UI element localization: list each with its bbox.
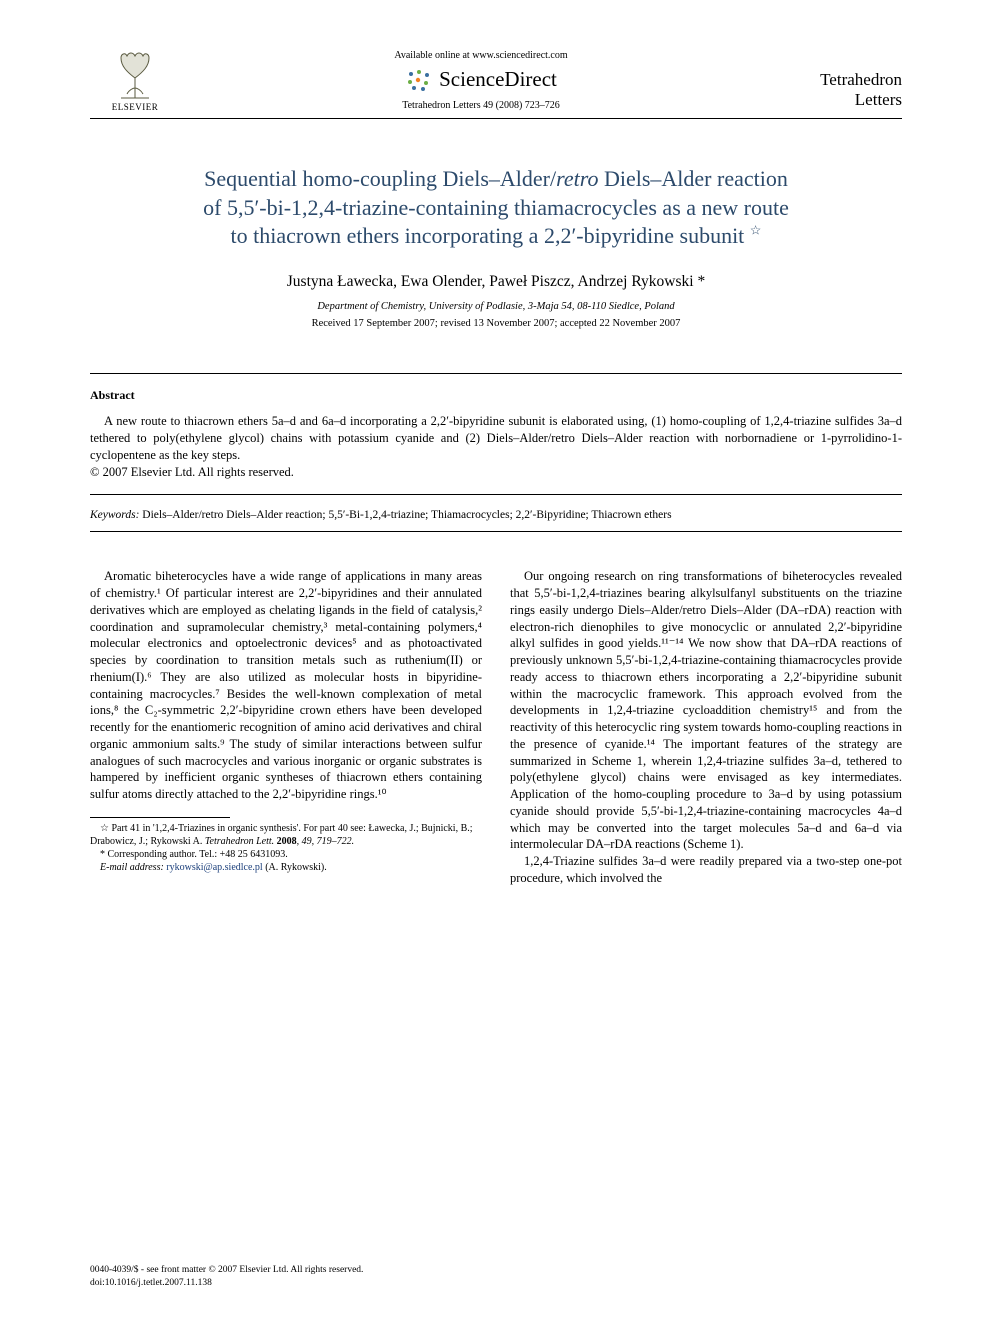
journal-reference: Tetrahedron Letters 49 (2008) 723–726 (180, 100, 782, 111)
footnote-rule (90, 817, 230, 818)
email-after: (A. Rykowski). (263, 862, 327, 873)
abstract-section: Abstract A new route to thiacrown ethers… (90, 373, 902, 495)
footnote-email: E-mail address: rykowski@ap.siedlce.pl (… (90, 861, 482, 874)
journal-title-line2: Letters (782, 90, 902, 110)
footnote-star-rest: , 49, 719–722. (297, 836, 355, 847)
body-columns: Aromatic biheterocycles have a wide rang… (90, 568, 902, 886)
title-line3: to thiacrown ethers incorporating a 2,2′… (231, 223, 745, 248)
publisher-logo-block: ELSEVIER (90, 44, 180, 112)
title-line1-a: Sequential homo-coupling Diels–Alder/ (204, 166, 556, 191)
footnote-corresponding: * Corresponding author. Tel.: +48 25 643… (90, 848, 482, 861)
page-footer: 0040-4039/$ - see front matter © 2007 El… (90, 1264, 902, 1289)
keywords-label: Keywords: (90, 509, 139, 521)
sciencedirect-dots-icon (405, 68, 433, 92)
sciencedirect-text: ScienceDirect (439, 67, 557, 92)
footnotes: ☆ Part 41 in '1,2,4-Triazines in organic… (90, 822, 482, 874)
sciencedirect-logo: ScienceDirect (405, 67, 557, 92)
authors-line: Justyna Ławecka, Ewa Olender, Paweł Pisz… (90, 273, 902, 291)
header-center: Available online at www.sciencedirect.co… (180, 44, 782, 111)
footnote-star-journal: Tetrahedron Lett. (205, 836, 274, 847)
body-col2-p2: 1,2,4-Triazine sulfides 3a–d were readil… (510, 853, 902, 887)
journal-title-line1: Tetrahedron (782, 70, 902, 90)
footnote-star: ☆ Part 41 in '1,2,4-Triazines in organic… (90, 822, 482, 848)
title-line1-b: Diels–Alder reaction (598, 166, 787, 191)
keywords-text: Diels–Alder/retro Diels–Alder reaction; … (139, 509, 671, 521)
footer-line1: 0040-4039/$ - see front matter © 2007 El… (90, 1264, 902, 1276)
abstract-text: A new route to thiacrown ethers 5a–d and… (90, 414, 902, 462)
journal-header: ELSEVIER Available online at www.science… (90, 44, 902, 119)
title-line1-ital: retro (556, 166, 598, 191)
email-label: E-mail address: (100, 862, 166, 873)
elsevier-tree-icon (107, 44, 163, 100)
affiliation: Department of Chemistry, University of P… (90, 301, 902, 312)
email-link[interactable]: rykowski@ap.siedlce.pl (166, 862, 262, 873)
abstract-copyright: © 2007 Elsevier Ltd. All rights reserved… (90, 465, 902, 480)
keywords-section: Keywords: Diels–Alder/retro Diels–Alder … (90, 494, 902, 532)
title-line2: of 5,5′-bi-1,2,4-triazine-containing thi… (203, 195, 789, 220)
elsevier-label: ELSEVIER (90, 102, 180, 112)
journal-title-block: Tetrahedron Letters (782, 44, 902, 109)
right-column: Our ongoing research on ring transformat… (510, 568, 902, 886)
left-column: Aromatic biheterocycles have a wide rang… (90, 568, 482, 886)
body-col1-p1: Aromatic biheterocycles have a wide rang… (90, 568, 482, 803)
keywords-line: Keywords: Diels–Alder/retro Diels–Alder … (90, 509, 902, 521)
article-dates: Received 17 September 2007; revised 13 N… (90, 318, 902, 329)
body-col2-p1: Our ongoing research on ring transformat… (510, 568, 902, 853)
abstract-heading: Abstract (90, 388, 902, 403)
footnote-star-year: 2008 (274, 836, 297, 847)
available-online-text: Available online at www.sciencedirect.co… (180, 50, 782, 61)
abstract-paragraph: A new route to thiacrown ethers 5a–d and… (90, 413, 902, 464)
footer-doi: doi:10.1016/j.tetlet.2007.11.138 (90, 1277, 902, 1289)
title-footnote-star: ☆ (750, 223, 762, 238)
article-title: Sequential homo-coupling Diels–Alder/ret… (90, 165, 902, 251)
